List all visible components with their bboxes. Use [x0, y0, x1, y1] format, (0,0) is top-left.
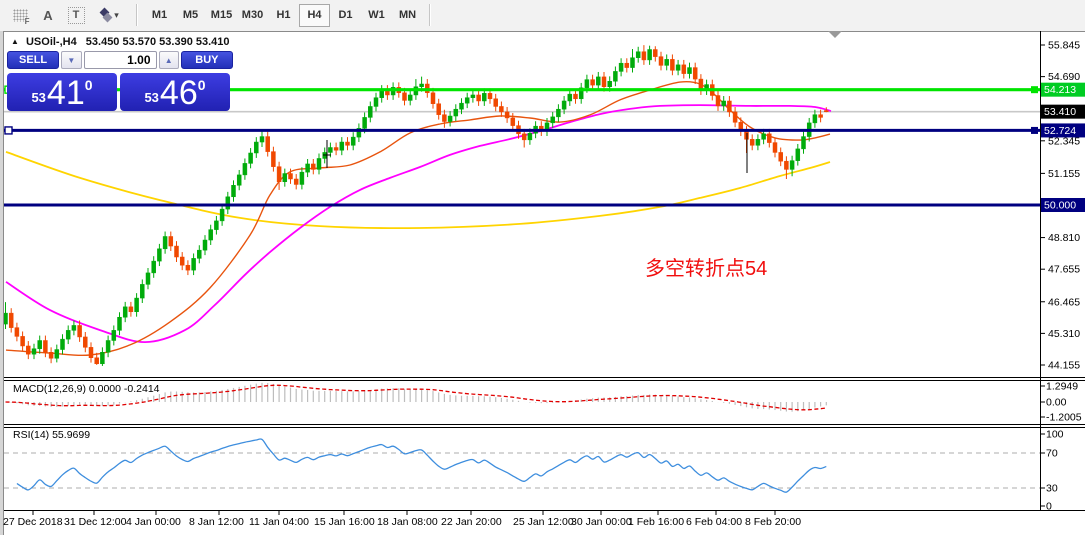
text-label-icon[interactable]: A [43, 7, 53, 23]
svg-text:52.724: 52.724 [1044, 125, 1076, 137]
svg-text:54.213: 54.213 [1044, 84, 1076, 96]
buy-button[interactable]: BUY [180, 51, 233, 69]
volume-increase-button[interactable]: ▲ [158, 51, 179, 69]
rsi-label: RSI(14) 55.9699 [13, 429, 91, 441]
svg-text:15 Jan 16:00: 15 Jan 16:00 [314, 516, 375, 528]
chart-shift-marker-icon[interactable] [828, 31, 842, 38]
svg-text:46.465: 46.465 [1048, 296, 1080, 308]
volume-decrease-button[interactable]: ▼ [61, 51, 82, 69]
buy-price-prefix: 53 [144, 90, 159, 105]
tf-button-m5[interactable]: M5 [182, 9, 199, 21]
buy-price-big: 46 [159, 73, 198, 112]
chart-header: ▲ USOil-,H4 53.450 53.570 53.390 53.410 [11, 36, 230, 48]
svg-text:55.845: 55.845 [1048, 40, 1080, 52]
indicator-grid-icon[interactable]: F [9, 4, 31, 26]
ma-slow-yellow[interactable] [5, 151, 831, 230]
svg-text:48.810: 48.810 [1048, 232, 1080, 244]
macd-label: MACD(12,26,9) 0.0000 -0.2414 [13, 383, 160, 395]
svg-text:22 Jan 20:00: 22 Jan 20:00 [441, 516, 502, 528]
toolbar-separator [136, 4, 138, 26]
svg-text:6 Feb 04:00: 6 Feb 04:00 [686, 516, 742, 528]
svg-text:1 Feb 16:00: 1 Feb 16:00 [628, 516, 684, 528]
volume-input[interactable] [83, 51, 157, 69]
sell-price-sup: 0 [84, 77, 93, 93]
svg-text:18 Jan 08:00: 18 Jan 08:00 [377, 516, 438, 528]
svg-text:44.155: 44.155 [1048, 360, 1080, 372]
dots-grid-icon: F [12, 8, 30, 26]
sell-price-big: 41 [46, 73, 85, 112]
price-axis[interactable]: 55.845 54.690 52.345 51.155 48.810 47.655 46.4… [1040, 40, 1085, 513]
tf-button-h1[interactable]: H1 [276, 9, 291, 21]
ma-mid-magenta[interactable] [5, 104, 832, 344]
svg-text:25 Jan 12:00: 25 Jan 12:00 [513, 516, 574, 528]
dropdown-caret-icon[interactable]: ▾ [114, 9, 119, 20]
svg-text:45.310: 45.310 [1048, 328, 1080, 340]
macd-pane[interactable] [5, 382, 827, 412]
svg-text:50.000: 50.000 [1044, 200, 1076, 212]
hline-left-handle[interactable] [4, 126, 13, 135]
grid-f-label: F [24, 16, 30, 26]
svg-text:11 Jan 04:00: 11 Jan 04:00 [249, 516, 309, 528]
svg-text:27 Dec 2018: 27 Dec 2018 [3, 516, 63, 528]
svg-text:52.345: 52.345 [1048, 135, 1080, 147]
rsi-pane[interactable] [4, 438, 1040, 493]
tf-button-mn[interactable]: MN [398, 9, 417, 21]
tf-button-h4[interactable]: H4 [299, 3, 330, 27]
collapse-triangle-icon[interactable]: ▲ [11, 37, 19, 46]
arrow-objects-icon[interactable]: ▾ [93, 4, 127, 26]
symbol-period-label: USOil-,H4 [25, 36, 77, 48]
svg-text:70: 70 [1046, 448, 1058, 460]
svg-text:100: 100 [1046, 429, 1064, 441]
window-left-gutter [0, 31, 3, 535]
hline-right-handle[interactable] [1031, 126, 1038, 134]
toolbar-separator [429, 4, 431, 26]
hline-right-handle[interactable] [1031, 86, 1038, 94]
ohlc-values: 53.450 53.570 53.390 53.410 [85, 36, 230, 48]
tf-button-w1[interactable]: W1 [368, 9, 385, 21]
buy-price-box[interactable]: 53 46 0 [120, 73, 230, 111]
tf-button-m15[interactable]: M15 [210, 9, 233, 21]
svg-text:53.410: 53.410 [1044, 106, 1076, 118]
tf-button-m1[interactable]: M1 [151, 9, 168, 21]
chart-annotation-text: 多空转折点54 [645, 258, 768, 280]
svg-text:0: 0 [1046, 501, 1052, 513]
svg-text:8 Jan 12:00: 8 Jan 12:00 [189, 516, 244, 528]
svg-text:31 Dec 12:00: 31 Dec 12:00 [64, 516, 127, 528]
ma-fast-red[interactable] [5, 80, 831, 357]
svg-text:-1.2005: -1.2005 [1046, 412, 1082, 424]
buy-price-sup: 0 [197, 77, 206, 93]
t-glyph: T [67, 6, 85, 24]
svg-text:47.655: 47.655 [1048, 264, 1080, 276]
text-box-icon[interactable]: T [65, 4, 87, 26]
svg-text:4 Jan 00:00: 4 Jan 00:00 [126, 516, 181, 528]
time-axis[interactable]: 27 Dec 2018 31 Dec 12:00 4 Jan 00:00 8 Jan … [3, 511, 801, 528]
one-click-trading-panel: SELL ▼ ▲ BUY 53 41 0 53 46 0 [7, 51, 233, 111]
tf-button-d1[interactable]: D1 [338, 9, 353, 21]
svg-text:0.00: 0.00 [1046, 397, 1067, 409]
svg-text:8 Feb 20:00: 8 Feb 20:00 [745, 516, 801, 528]
toolbar: F A T ▾ M1 M5 M15 M30 H1 H4 D1 W1 MN [0, 0, 1085, 30]
svg-text:1.2949: 1.2949 [1046, 381, 1078, 393]
svg-text:54.690: 54.690 [1048, 71, 1080, 83]
chart-window [3, 31, 1085, 535]
sell-button[interactable]: SELL [7, 51, 60, 69]
svg-text:30: 30 [1046, 483, 1058, 495]
svg-text:30 Jan 00:00: 30 Jan 00:00 [571, 516, 632, 528]
sell-price-box[interactable]: 53 41 0 [7, 73, 117, 111]
tf-button-m30[interactable]: M30 [241, 9, 264, 21]
svg-text:51.155: 51.155 [1048, 168, 1080, 180]
sell-price-prefix: 53 [31, 90, 46, 105]
